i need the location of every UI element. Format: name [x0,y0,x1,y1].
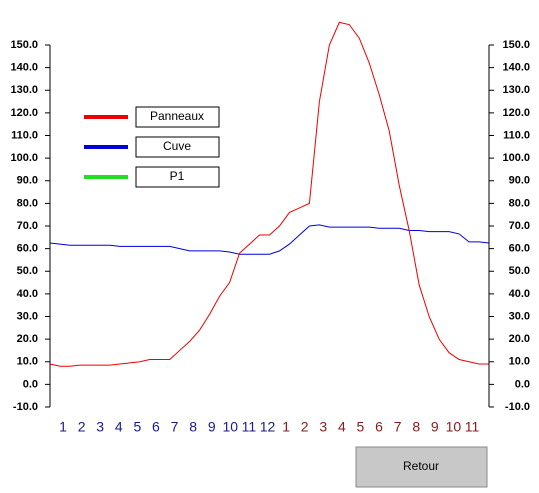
x-tick-label: 7 [171,419,179,435]
x-tick-label: 8 [412,419,420,435]
y-tick-label: 90.0 [17,175,38,187]
y-tick-label: 70.0 [17,220,38,232]
legend-label: P1 [170,169,185,183]
x-tick-label: 4 [338,419,346,435]
y-tick-label: 50.0 [17,265,38,277]
x-tick-label: 11 [242,419,257,435]
x-tick-label: 3 [96,419,104,435]
y2-tick-label: 150.0 [502,39,530,51]
y2-tick-label: 30.0 [509,310,530,322]
y2-tick-label: 70.0 [509,220,530,232]
x-tick-label: 4 [115,419,123,435]
y-tick-label: 10.0 [17,356,38,368]
y2-tick-label: 60.0 [509,243,530,255]
y2-tick-label: 40.0 [509,288,530,300]
legend-box [135,166,220,188]
series-line [49,21,489,367]
x-tick-label: 11 [465,419,480,435]
y2-tick-label: 130.0 [502,84,530,96]
y2-tick-label: 10.0 [509,356,530,368]
y2-tick-label: -10.0 [505,401,530,413]
x-tick-label: 1 [282,419,290,435]
x-tick-label: 10 [446,419,462,435]
x-tick-label: 1 [59,419,67,435]
x-tick-label: 2 [301,419,309,435]
y2-tick-label: 120.0 [502,107,530,119]
y-tick-label: 80.0 [17,197,38,209]
x-tick-label: 5 [357,419,365,435]
y-tick-label: 130.0 [10,84,38,96]
x-tick-label: 9 [208,419,216,435]
legend-label: Cuve [163,139,191,153]
y2-tick-label: 80.0 [509,197,530,209]
y2-tick-label: 140.0 [502,62,530,74]
y-tick-label: 100.0 [10,152,38,164]
y-tick-label: 40.0 [17,288,38,300]
retour-button[interactable] [355,446,488,488]
y2-tick-label: 20.0 [509,333,530,345]
x-tick-label: 10 [223,419,239,435]
y2-tick-label: 0.0 [515,378,530,390]
x-tick-label: 3 [319,419,327,435]
x-tick-label: 12 [260,419,276,435]
y2-tick-label: 50.0 [509,265,530,277]
legend-box [135,136,220,158]
x-tick-label: 9 [431,419,439,435]
y-tick-label: 110.0 [11,129,38,141]
y2-tick-label: 100.0 [502,152,530,164]
legend-box [135,106,220,128]
y-tick-label: 20.0 [17,333,38,345]
y-tick-label: 120.0 [10,107,38,119]
retour-label[interactable]: Retour [403,459,439,473]
legend-label: Panneaux [150,109,204,123]
y2-tick-label: 110.0 [503,129,530,141]
x-tick-label: 8 [189,419,197,435]
x-tick-label: 7 [394,419,402,435]
y-tick-label: 60.0 [17,243,38,255]
x-tick-label: 6 [152,419,160,435]
y-tick-label: 140.0 [10,62,38,74]
y-tick-label: 30.0 [17,310,38,322]
y2-tick-label: 90.0 [509,175,530,187]
series-line [49,224,490,255]
x-tick-label: 2 [78,419,86,435]
x-tick-label: 6 [375,419,383,435]
y-tick-label: 0.0 [23,378,38,390]
y-tick-label: -10.0 [13,401,38,413]
y-tick-label: 150.0 [10,39,38,51]
x-tick-label: 5 [133,419,141,435]
